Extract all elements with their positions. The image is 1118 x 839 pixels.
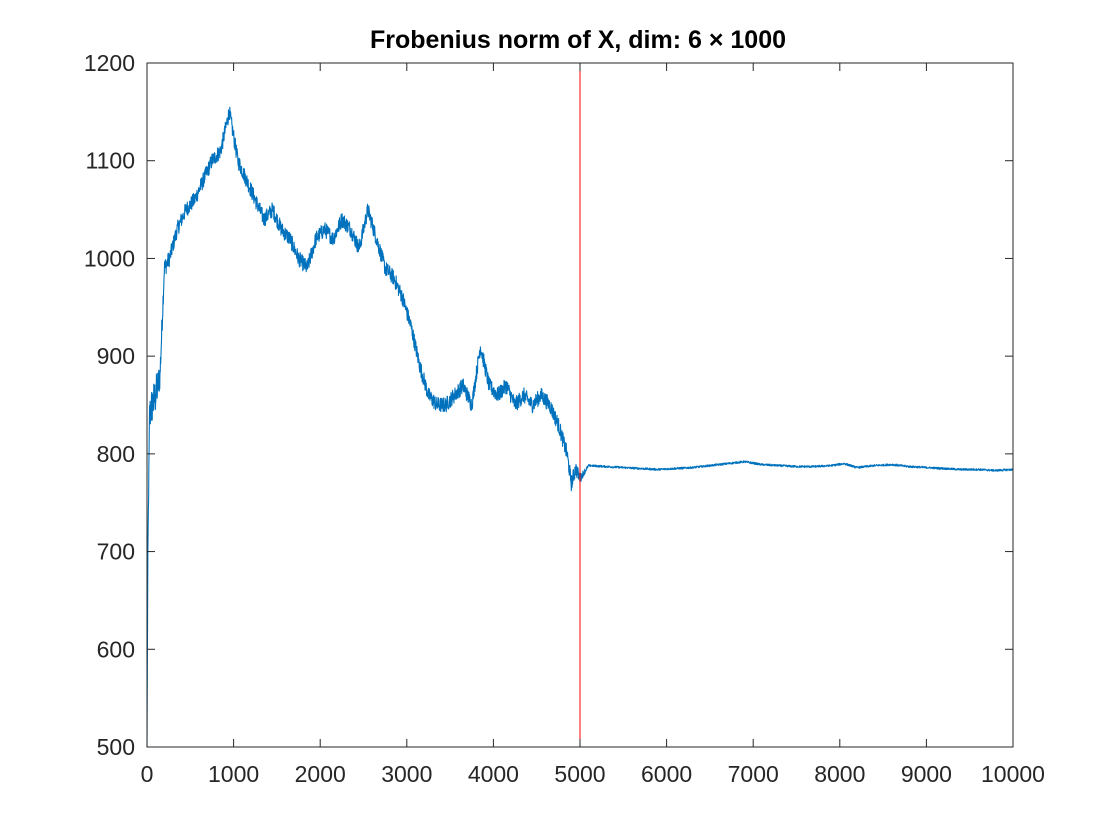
x-tick-label: 10000 [981, 761, 1045, 787]
x-tick-label: 2000 [295, 761, 346, 787]
y-axis: 500 600 700 800 900 1000 1100 1200 [84, 50, 1013, 760]
y-tick-label: 1000 [84, 245, 135, 271]
chart-title: Frobenius norm of X, dim: 6 × 1000 [370, 26, 786, 54]
x-tick-label: 3000 [381, 761, 432, 787]
x-tick-label: 5000 [554, 761, 605, 787]
x-tick-label: 8000 [814, 761, 865, 787]
x-axis: 0 1000 2000 3000 4000 5000 6000 7000 8000 9000 100… [141, 63, 1045, 787]
series-line [146, 106, 1014, 748]
y-tick-label: 1100 [86, 148, 135, 174]
y-tick-label: 700 [97, 539, 135, 565]
x-tick-label: 9000 [901, 761, 952, 787]
x-tick-label: 0 [141, 761, 154, 787]
x-tick-label: 4000 [468, 761, 519, 787]
y-tick-label: 500 [97, 734, 135, 760]
y-tick-label: 800 [97, 441, 135, 467]
y-tick-label: 1200 [84, 50, 135, 76]
x-tick-label: 6000 [641, 761, 692, 787]
y-tick-label: 600 [97, 636, 135, 662]
x-tick-label: 1000 [208, 761, 259, 787]
y-tick-label: 900 [97, 343, 135, 369]
series-group [146, 106, 1014, 748]
x-tick-label: 7000 [728, 761, 779, 787]
